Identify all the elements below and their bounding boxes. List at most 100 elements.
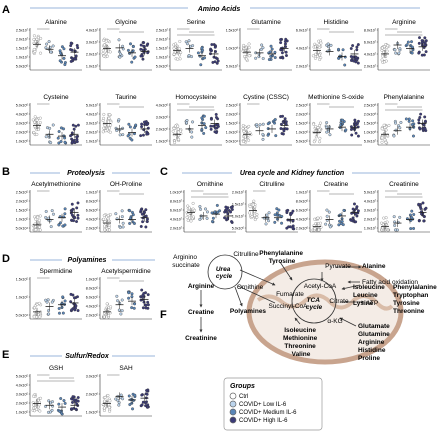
data-point <box>49 141 53 145</box>
tick-label-glutamine: 1.0x10⁸ <box>226 47 239 51</box>
plot-title-ornithine: Ornithine <box>197 181 224 188</box>
panel-letter-a: A <box>2 4 10 16</box>
plot-ornithine: Ornithine 1.0x10⁸ 8.0x10⁷ 6.0x10⁷ 4.0x10⁷ 2.0… <box>170 181 236 233</box>
data-point <box>198 205 202 209</box>
legend-label-ctrl: Ctrl <box>239 394 248 400</box>
data-point <box>243 135 247 139</box>
data-point <box>277 208 281 212</box>
plot-alanine: Alanine 2.5x10⁷ 2.0x10⁷ 1.5x10⁷ 1.0x10⁷ 5.0x1… <box>16 19 82 71</box>
data-point <box>69 134 73 138</box>
data-point <box>384 140 388 144</box>
data-point <box>325 214 329 218</box>
label-phenylalanine-f: Phenylalanine <box>259 250 303 257</box>
plot-homocysteine: Homocysteine 4.0x10⁶ 3.0x10⁶ 2.0x10⁶ 1.0x10⁶ <box>156 94 222 146</box>
data-point <box>392 215 396 219</box>
data-point <box>261 137 265 141</box>
data-point <box>383 126 387 130</box>
data-point <box>139 134 143 138</box>
data-point <box>186 42 189 46</box>
data-point <box>72 296 76 300</box>
plot-title-homocysteine: Homocysteine <box>175 94 217 101</box>
data-point <box>340 220 344 223</box>
data-point <box>50 300 54 304</box>
plot-title-glutamine: Glutamine <box>251 19 281 26</box>
data-point <box>172 126 176 130</box>
data-point <box>187 53 191 57</box>
data-point <box>417 118 421 122</box>
data-point <box>103 399 107 403</box>
data-point <box>146 42 150 46</box>
plot-title-acetylmethionine: Acetylmethionine <box>31 181 81 188</box>
tick-label-phenylalanine: 2.5x10⁸ <box>364 104 377 108</box>
tick-label-phenylalanine: 1.0x10⁸ <box>364 131 377 135</box>
data-point <box>103 43 106 47</box>
data-point <box>190 130 194 134</box>
data-point <box>108 228 112 232</box>
data-point <box>352 202 356 206</box>
data-point <box>130 138 134 142</box>
data-point <box>196 51 200 55</box>
data-point <box>392 134 396 138</box>
data-point <box>253 213 257 217</box>
tick-label-methionine: 1.5x10⁶ <box>296 122 309 126</box>
plot-title-sah: SAH <box>119 365 133 372</box>
data-point <box>70 56 74 60</box>
data-point <box>177 47 181 51</box>
data-point <box>214 112 218 116</box>
data-point <box>355 48 359 52</box>
data-point <box>102 315 106 319</box>
data-point <box>349 47 353 50</box>
panel-a-title: Amino Acids <box>197 6 241 13</box>
data-point <box>205 210 209 214</box>
data-point <box>144 208 148 212</box>
data-point <box>418 115 422 119</box>
plot-title-cysteine: Cysteine <box>43 94 69 101</box>
data-point <box>211 124 215 128</box>
data-point <box>210 49 213 53</box>
data-point <box>44 135 48 139</box>
data-point <box>410 51 414 55</box>
tick-label-citrulline: 2.0x10⁷ <box>232 191 245 195</box>
data-point <box>127 296 131 300</box>
tick-label-citrulline: 1.5x10⁷ <box>232 203 245 207</box>
data-point <box>38 409 42 413</box>
tick-label-alanine: 2.0x10⁷ <box>16 38 29 42</box>
data-point <box>269 44 273 48</box>
data-point <box>284 50 288 54</box>
data-point <box>69 48 73 51</box>
data-point <box>127 291 131 295</box>
data-point <box>107 406 111 410</box>
tick-label-cysteine: 5.0x10⁶ <box>16 104 29 108</box>
data-point <box>102 217 106 221</box>
data-point <box>72 127 76 131</box>
data-point <box>44 209 48 213</box>
data-point <box>325 208 329 212</box>
data-point <box>128 125 132 129</box>
arrow-glu-akg <box>339 317 357 327</box>
data-point <box>284 54 288 58</box>
data-point <box>204 207 207 211</box>
data-point <box>187 39 191 43</box>
data-point <box>280 221 284 225</box>
data-point <box>185 215 189 219</box>
data-point <box>229 205 233 209</box>
data-point <box>75 135 79 139</box>
data-point <box>117 38 121 42</box>
data-point <box>411 119 415 123</box>
data-point <box>327 210 331 214</box>
data-point <box>126 134 130 138</box>
tick-label-ornithine: 2.0x10⁷ <box>170 227 183 231</box>
data-point <box>62 56 66 60</box>
tick-label-arginine: 6.0x10⁷ <box>364 41 377 45</box>
data-point <box>193 208 197 212</box>
data-point <box>33 120 37 124</box>
tick-label-arginine: 4.0x10⁷ <box>364 53 377 57</box>
groups-legend: Groups Ctrl COVID+ Low IL-6 COVID+ Mediu… <box>223 377 323 431</box>
data-point <box>103 220 107 224</box>
data-point <box>342 208 346 212</box>
urea-cycle-ring <box>207 254 243 290</box>
label-urea-cycle: Urea cycle <box>216 266 233 280</box>
plot-phenylalanine: Phenylalanine 2.5x10⁸ 2.0x10⁸ 1.5x10⁸ 1.0x10… <box>364 94 430 146</box>
data-point <box>130 292 134 296</box>
